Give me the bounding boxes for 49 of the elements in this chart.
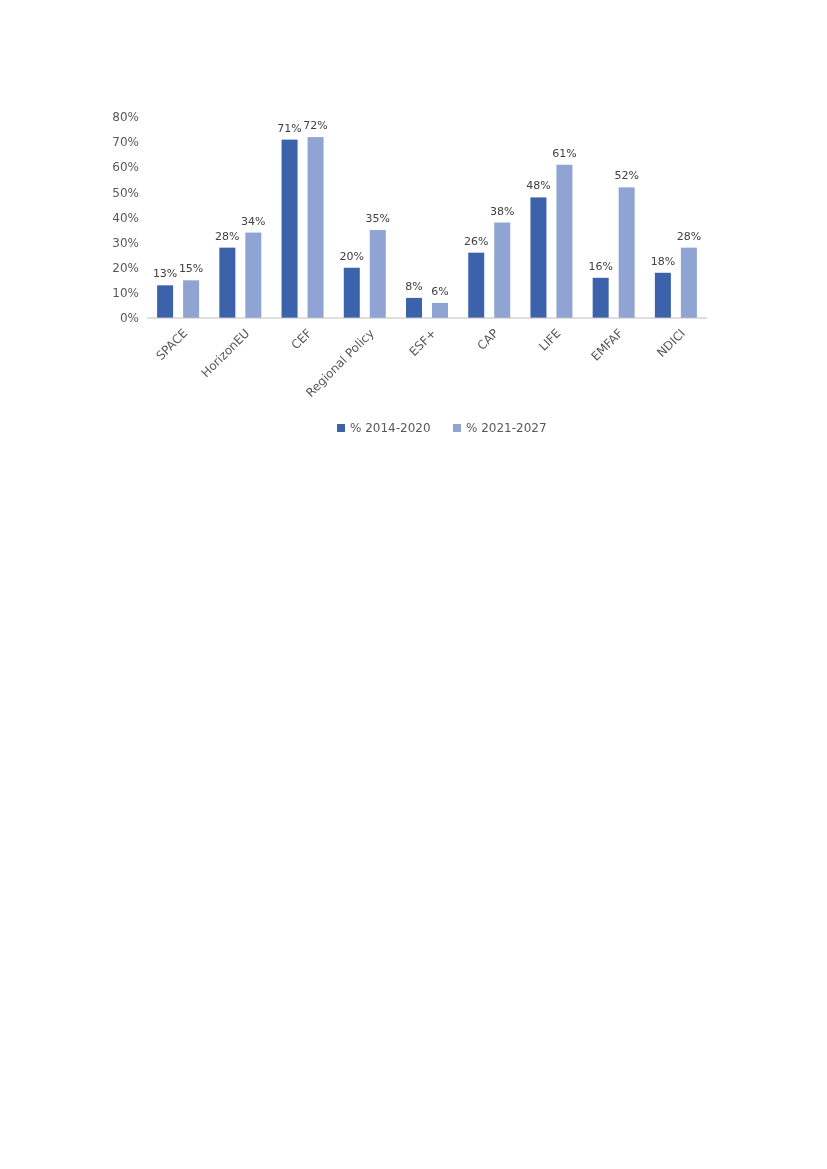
- data-label: 38%: [490, 204, 515, 218]
- bar: [307, 137, 324, 318]
- bar: [343, 267, 360, 318]
- y-tick-label: 0%: [119, 311, 139, 326]
- bar: [281, 139, 298, 318]
- bar: [432, 302, 448, 318]
- y-tick-label: 10%: [112, 286, 139, 301]
- bar: [494, 222, 511, 318]
- data-label: 72%: [303, 119, 328, 133]
- data-label: 6%: [431, 284, 449, 298]
- x-tick-label: CEF: [288, 326, 315, 353]
- bar: [530, 197, 547, 318]
- bar: [157, 285, 174, 318]
- legend-label: % 2021-2027: [466, 421, 547, 435]
- data-label: 28%: [215, 229, 240, 243]
- bar: [183, 280, 200, 318]
- y-tick-label: 70%: [112, 135, 139, 150]
- bar: [618, 187, 635, 318]
- data-label: 26%: [464, 234, 489, 248]
- data-label: 48%: [526, 179, 551, 193]
- data-label: 16%: [588, 259, 613, 273]
- x-tick-label: CAP: [474, 326, 502, 353]
- y-tick-label: 40%: [112, 210, 139, 225]
- y-tick-label: 30%: [112, 235, 139, 250]
- data-label: 13%: [152, 267, 178, 281]
- data-label: 61%: [552, 146, 577, 160]
- bar: [369, 230, 386, 318]
- bar: [556, 164, 573, 318]
- bar: [680, 247, 697, 318]
- data-label: 35%: [365, 212, 390, 226]
- data-label: 52%: [614, 169, 639, 183]
- data-label: 28%: [676, 229, 702, 243]
- bar: [406, 297, 422, 318]
- y-tick-label: 20%: [112, 260, 139, 275]
- bar: [654, 272, 671, 318]
- data-label: 71%: [277, 121, 302, 135]
- bar: [219, 247, 236, 318]
- y-tick-label: 60%: [112, 160, 139, 175]
- y-tick-label: 50%: [112, 185, 139, 200]
- bar: [245, 232, 262, 318]
- legend-label: % 2014-2020: [350, 421, 431, 435]
- data-label: 8%: [405, 279, 423, 293]
- data-label: 18%: [650, 254, 676, 268]
- bar: [468, 252, 485, 318]
- data-label: 15%: [178, 262, 204, 276]
- data-label: 34%: [241, 214, 266, 228]
- data-label: 20%: [339, 249, 364, 263]
- y-tick-label: 80%: [112, 110, 139, 125]
- bar: [592, 277, 609, 318]
